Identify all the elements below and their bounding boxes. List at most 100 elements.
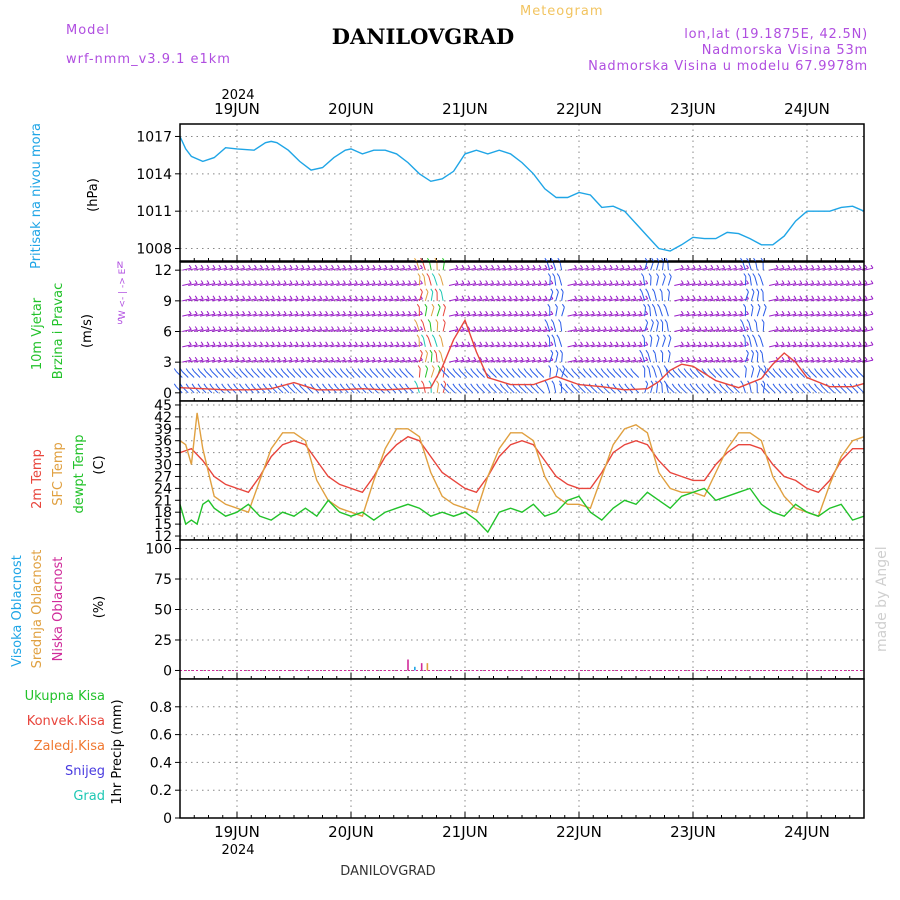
wind-barb-flag [390,295,394,300]
wind-barb-flag [230,326,234,330]
wind-barb [614,329,625,332]
temp-unit: (C) [92,455,107,474]
wind-barb-flag [559,368,563,372]
wind-barb-flag [440,383,444,388]
wind-barb [436,322,439,332]
wind-barb-flag [212,310,216,315]
wind-barb-flag [753,319,757,323]
wind-barb [549,353,554,363]
wind-barb [407,313,417,317]
bottom-day-label: 20JUN [328,823,374,841]
wind-barb [685,386,693,394]
wind-barb-flag [419,288,423,293]
wind-barb [520,298,530,302]
wind-barb [749,383,752,393]
wind-barb [769,298,779,302]
y-tick-label: 30 [154,458,172,474]
wind-barb [407,283,417,286]
wind-barb [330,313,340,317]
wind-barb [508,359,518,363]
wind-barb [288,298,299,302]
wind-barb [271,267,281,271]
wind-barb-flag [215,383,219,388]
wind-barb-flag [342,280,346,284]
wind-barb-flag [446,383,450,388]
wind-barb [413,344,423,348]
wind-barb [448,371,456,378]
wind-barb-flag [414,295,417,300]
wind-barb [223,313,233,317]
wind-barb-flag [591,341,595,346]
wind-barb [638,329,648,332]
wind-barb-flag [683,368,687,372]
wind-barb-flag [508,264,512,269]
wind-barb-flag [503,264,506,269]
wind-barb [199,359,210,363]
wind-barb-flag [200,295,204,300]
wind-barb [342,344,352,348]
wind-barb-flag [704,341,708,346]
wind-barb [401,313,411,317]
wind-barb-flag [351,383,355,388]
wind-barb [336,283,346,286]
wind-barb-flag [405,368,408,372]
y-tick-label: 1017 [136,129,172,145]
wind-barb [597,359,607,363]
wind-barb-flag [461,264,465,269]
wind-barb [697,386,705,394]
wind-barb-flag [420,264,423,269]
wind-barb-flag [206,310,210,315]
wind-barb [306,359,316,363]
wind-barb [851,371,859,378]
wind-barb [798,329,808,332]
wind-barb-flag [479,280,483,284]
wind-barb [427,337,432,347]
bottom-year-label: 2024 [221,843,254,858]
wind-barb-flag [603,356,607,361]
wind-barb-flag [692,326,696,330]
wind-barb [721,298,731,302]
wind-barb-flag [550,349,554,354]
wind-barb [638,283,648,286]
wind-barb-flag [639,264,643,269]
wind-barb-flag [425,288,429,293]
wind-barb [377,359,388,363]
top-day-label: 21JUN [442,100,488,118]
wind-barb [428,276,432,286]
wind-barb [567,313,577,317]
wind-barb-flag [200,341,204,346]
wind-side-label-2: Brzina i Pravac [51,283,66,380]
wind-barb-flag [467,356,471,361]
wind-barb [846,313,856,317]
wind-barb [371,359,382,363]
wind-barb [596,371,604,378]
wind-barb [780,283,791,286]
wind-barb-flag [787,280,791,284]
wind-barb [496,313,506,317]
wind-barb-flag [188,356,192,361]
wind-barb [490,267,500,271]
wind-barb [560,322,563,332]
wind-barb-flag [725,368,729,372]
wind-barb [553,337,557,347]
wind-barb [520,359,530,363]
y-tick-label: 6 [163,325,172,341]
wind-barb [863,283,874,286]
wind-barb [715,283,725,286]
wind-barb-flag [405,383,408,388]
wind-barb [750,353,754,363]
wind-barb-flag [556,334,560,339]
wind-barb-flag [651,365,655,369]
wind-barb [318,371,325,378]
wind-barb [620,371,628,378]
wind-barb [377,329,388,332]
wind-barb [697,267,708,271]
wind-barb-flag [597,295,601,300]
wind-barb [620,359,631,363]
wind-barb [496,298,506,302]
wind-barb-flag [488,368,491,372]
wind-barb [442,386,450,394]
y-tick-label: 50 [154,603,172,619]
wind-barb-flag [295,356,299,361]
wind-barb-flag [526,356,530,361]
